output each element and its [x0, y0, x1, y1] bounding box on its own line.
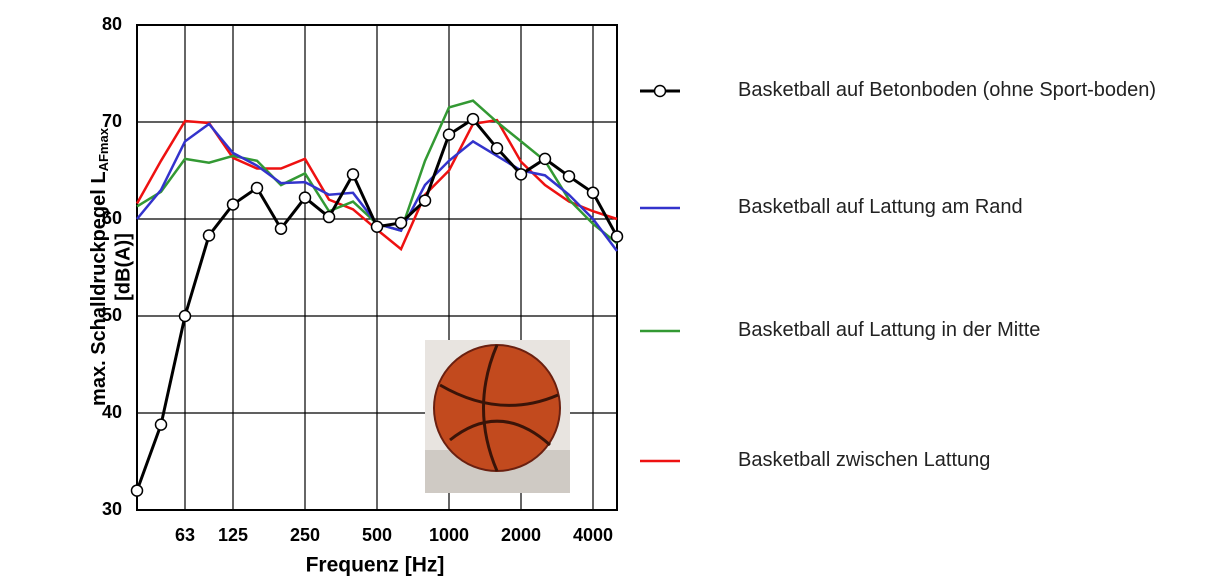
data-point	[348, 169, 359, 180]
y-tick-label: 70	[102, 111, 122, 131]
data-point	[324, 212, 335, 223]
data-point	[516, 169, 527, 180]
x-tick-label: 4000	[573, 525, 613, 545]
data-point	[612, 231, 623, 242]
data-point	[420, 195, 431, 206]
data-point	[372, 221, 383, 232]
legend-label: Basketball auf Lattung in der Mitte	[738, 317, 1178, 344]
y-label-sub: AFmax	[96, 127, 111, 171]
data-point	[180, 311, 191, 322]
data-point	[540, 153, 551, 164]
x-tick-label: 2000	[501, 525, 541, 545]
data-point	[204, 230, 215, 241]
x-tick-label: 63	[175, 525, 195, 545]
x-tick-label: 125	[218, 525, 248, 545]
y-label-main: max. Schalldruckpegel LAFmax	[88, 127, 111, 406]
data-point	[444, 129, 455, 140]
y-tick-label: 60	[102, 208, 122, 228]
y-label-unit: [dB(A)]	[112, 233, 134, 301]
y-tick-label: 40	[102, 402, 122, 422]
data-point	[228, 199, 239, 210]
data-point	[564, 171, 575, 182]
y-tick-label: 30	[102, 499, 122, 519]
data-point	[132, 485, 143, 496]
x-tick-label: 250	[290, 525, 320, 545]
x-tick-label: 1000	[429, 525, 469, 545]
basketball-photo	[425, 340, 570, 493]
x-tick-label: 500	[362, 525, 392, 545]
data-point	[396, 217, 407, 228]
ball	[434, 345, 560, 471]
page: Frequenz [Hz] max. Schalldruckpegel LAFm…	[0, 0, 1216, 585]
legend-label: Basketball zwischen Lattung	[738, 447, 1178, 474]
y-axis-label: max. Schalldruckpegel LAFmax [dB(A)]	[88, 127, 134, 406]
x-axis-label: Frequenz [Hz]	[306, 554, 445, 577]
data-point	[492, 143, 503, 154]
legend-marker	[655, 86, 666, 97]
legend-label: Basketball auf Lattung am Rand	[738, 194, 1178, 221]
data-point	[588, 187, 599, 198]
y-label-text: max. Schalldruckpegel L	[88, 171, 110, 406]
legend-label: Basketball auf Betonboden (ohne Sport-bo…	[738, 77, 1178, 104]
data-point	[300, 192, 311, 203]
y-tick-label: 80	[102, 14, 122, 34]
data-point	[252, 182, 263, 193]
data-point	[468, 114, 479, 125]
data-point	[156, 419, 167, 430]
data-point	[276, 223, 287, 234]
y-tick-label: 50	[102, 305, 122, 325]
